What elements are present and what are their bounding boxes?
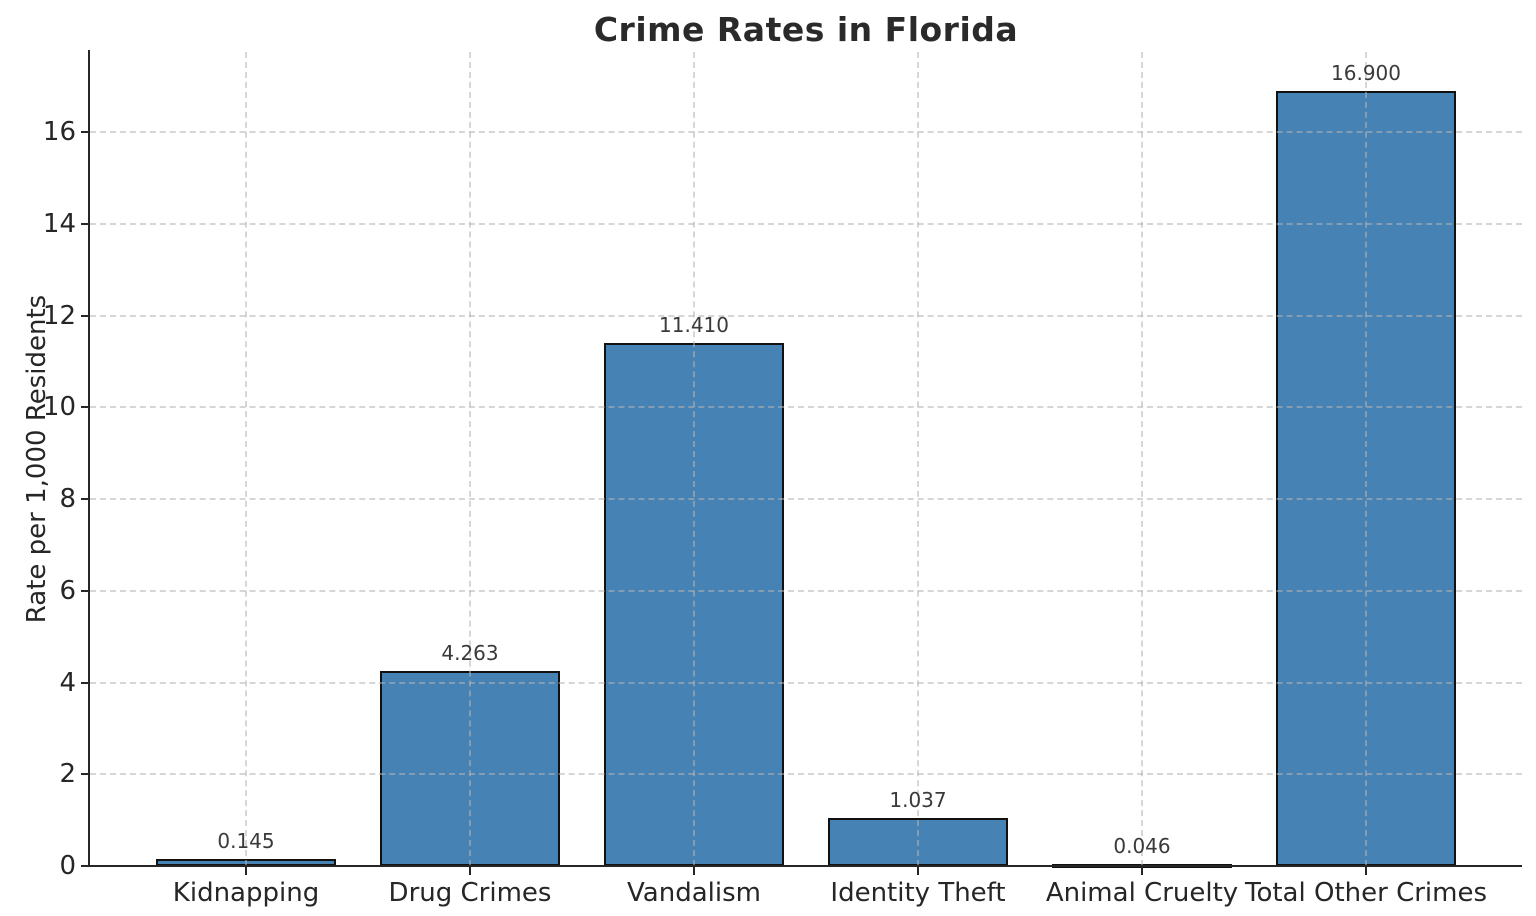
y-tick-mark	[81, 589, 90, 592]
value-label: 0.145	[217, 829, 275, 854]
y-tick-mark	[81, 222, 90, 225]
v-gridline	[917, 52, 919, 866]
x-tick-label: Animal Cruelty	[1045, 878, 1239, 908]
y-tick-mark	[81, 498, 90, 501]
h-gridline	[90, 406, 1522, 409]
x-tick-mark	[245, 866, 247, 875]
y-axis-spine	[88, 50, 90, 866]
y-tick-mark	[81, 773, 90, 776]
v-gridline	[1365, 52, 1367, 866]
x-tick-label: Total Other Crimes	[1244, 878, 1488, 908]
h-gridline	[90, 589, 1522, 592]
x-tick-mark	[693, 866, 695, 875]
value-label: 11.410	[659, 312, 729, 337]
y-tick-label: 2	[59, 759, 76, 790]
x-tick-label: Identity Theft	[830, 878, 1006, 908]
h-gridline	[90, 773, 1522, 776]
y-tick-label: 4	[59, 667, 76, 698]
value-label: 0.046	[1113, 833, 1171, 858]
y-tick-label: 12	[42, 300, 76, 331]
h-gridline	[90, 131, 1522, 134]
v-gridline	[693, 52, 695, 866]
y-tick-label: 14	[42, 208, 76, 239]
x-tick-label: Vandalism	[627, 878, 761, 908]
value-label: 1.037	[889, 788, 947, 813]
x-tick-label: Drug Crimes	[388, 878, 552, 908]
value-label: 4.263	[441, 640, 499, 665]
y-tick-label: 6	[59, 575, 76, 606]
chart-title: Crime Rates in Florida	[593, 10, 1019, 49]
h-gridline	[90, 314, 1522, 317]
y-tick-mark	[81, 406, 90, 409]
h-gridline	[90, 222, 1522, 225]
y-tick-label: 16	[42, 117, 76, 148]
value-label: 16.900	[1331, 60, 1401, 85]
y-tick-label: 10	[42, 392, 76, 423]
x-tick-label: Kidnapping	[172, 878, 320, 908]
x-axis-spine	[88, 865, 1522, 867]
h-gridline	[90, 498, 1522, 501]
y-tick-mark	[81, 131, 90, 134]
y-tick-label: 0	[59, 851, 76, 881]
x-tick-mark	[469, 866, 471, 875]
v-gridline	[1141, 52, 1143, 866]
x-tick-mark	[1141, 866, 1143, 875]
v-gridline	[245, 52, 247, 866]
y-tick-mark	[81, 865, 90, 867]
x-tick-mark	[1365, 866, 1367, 875]
y-axis-label: Rate per 1,000 Residents	[22, 294, 52, 624]
h-gridline	[90, 681, 1522, 684]
y-tick-mark	[81, 681, 90, 684]
y-tick-label: 8	[59, 484, 76, 515]
v-gridline	[469, 52, 471, 866]
y-tick-mark	[81, 314, 90, 317]
x-tick-mark	[917, 866, 919, 875]
